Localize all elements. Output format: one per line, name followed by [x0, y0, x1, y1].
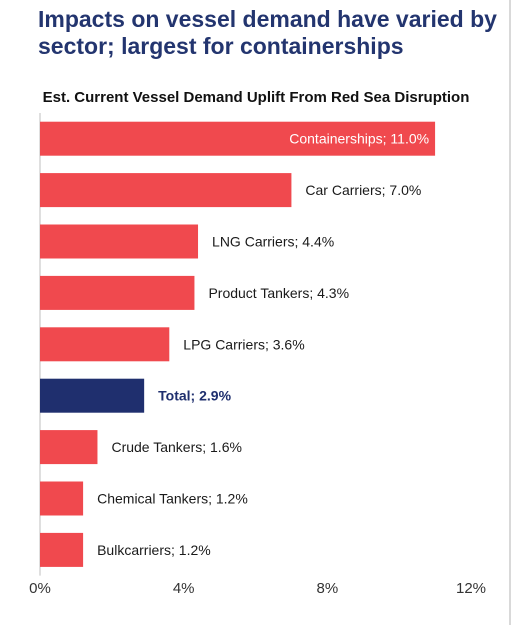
x-tick-label: 0%: [29, 580, 51, 597]
bar-crude-tankers: [40, 430, 98, 465]
data-label: Car Carriers; 7.0%: [305, 182, 421, 198]
data-label: Crude Tankers; 1.6%: [111, 439, 241, 455]
bar-car-carriers: [40, 173, 292, 208]
bar-lng-carriers: [40, 224, 199, 259]
bar-bulkcarriers: [40, 532, 84, 567]
headline: Impacts on vessel demand have varied by …: [38, 6, 497, 59]
data-label: LNG Carriers; 4.4%: [212, 234, 334, 250]
x-tick-label: 4%: [173, 580, 195, 597]
data-label: LPG Carriers; 3.6%: [183, 336, 304, 352]
data-label: Bulkcarriers; 1.2%: [97, 542, 211, 558]
data-label: Product Tankers; 4.3%: [208, 285, 349, 301]
divider: [509, 0, 511, 625]
data-label: Total; 2.9%: [158, 388, 231, 404]
bar-total: [40, 378, 145, 413]
x-tick-label: 8%: [316, 580, 338, 597]
bar-product-tankers: [40, 275, 195, 310]
bar-chemical-tankers: [40, 481, 84, 516]
x-tick-label: 12%: [456, 580, 486, 597]
bar-lpg-carriers: [40, 327, 170, 362]
data-label: Chemical Tankers; 1.2%: [97, 491, 248, 507]
bar-containerships: [40, 121, 436, 156]
chart-title: Est. Current Vessel Demand Uplift From R…: [42, 89, 470, 106]
data-label: Containerships; 11.0%: [289, 131, 429, 147]
